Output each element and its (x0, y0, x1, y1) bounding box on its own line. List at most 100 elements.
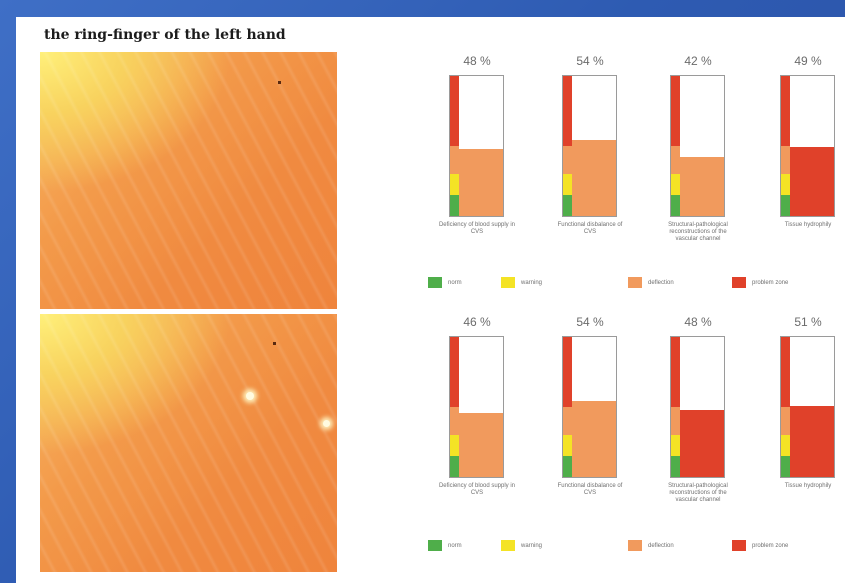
bar-scale-strip (671, 337, 680, 477)
scale-segment-problem (450, 76, 459, 146)
bar-frame (780, 336, 835, 478)
bar-fill (572, 401, 616, 477)
bar-value-label: 51 % (769, 315, 845, 329)
bar-fill (572, 140, 616, 216)
bar-scale-strip (450, 337, 459, 477)
scale-segment-problem (671, 337, 680, 407)
legend-swatch (732, 540, 746, 551)
legend-label: problem zone (752, 280, 788, 286)
bar-fill (790, 406, 834, 477)
bar-scale-strip (563, 337, 572, 477)
scale-segment-norm (450, 456, 459, 477)
bar-value-label: 48 % (659, 315, 737, 329)
bar-frame (449, 75, 504, 217)
bar-frame (449, 336, 504, 478)
scale-segment-norm (671, 195, 680, 216)
scale-segment-warning (781, 174, 790, 195)
slide: the ring-finger of the left hand 48 % Def… (16, 17, 845, 583)
bar-fill (459, 413, 503, 477)
scale-segment-deflection (450, 146, 459, 174)
scale-segment-problem (563, 76, 572, 146)
scale-segment-warning (450, 435, 459, 456)
scale-segment-norm (563, 195, 572, 216)
thermogram-mark (273, 342, 276, 345)
scale-segment-deflection (781, 407, 790, 435)
bar-fill (680, 410, 724, 477)
legend-label: warning (521, 280, 542, 286)
bar-fill (680, 157, 724, 216)
bar-frame (562, 336, 617, 478)
legend-item-problem: problem zone (732, 540, 788, 551)
legend-label: warning (521, 543, 542, 549)
chart-legend: norm warning deflection problem zone (16, 540, 845, 554)
scale-segment-norm (450, 195, 459, 216)
legend-swatch (628, 277, 642, 288)
bar-category-label: Tissue hydrophily (769, 222, 845, 229)
legend-swatch (628, 540, 642, 551)
bar-scale-strip (450, 76, 459, 216)
scale-segment-warning (450, 174, 459, 195)
scale-segment-problem (781, 76, 790, 146)
bar-frame (670, 336, 725, 478)
bar-scale-strip (671, 76, 680, 216)
legend-swatch (501, 540, 515, 551)
bar-category-label: Structural-pathological reconstructions … (659, 483, 737, 504)
bar-frame (670, 75, 725, 217)
scale-segment-problem (450, 337, 459, 407)
scale-segment-problem (563, 337, 572, 407)
scale-segment-warning (563, 435, 572, 456)
bar-category-label: Structural-pathological reconstructions … (659, 222, 737, 243)
scale-segment-problem (671, 76, 680, 146)
bar-scale-strip (563, 76, 572, 216)
legend-item-norm: norm (428, 540, 462, 551)
thermogram-hot-spot (246, 392, 254, 400)
legend-swatch (732, 277, 746, 288)
bar-fill (790, 147, 834, 216)
scale-segment-warning (671, 435, 680, 456)
scale-segment-deflection (781, 146, 790, 174)
legend-item-deflection: deflection (628, 540, 674, 551)
scale-segment-warning (671, 174, 680, 195)
bar-category-label: Tissue hydrophily (769, 483, 845, 490)
bar-value-label: 42 % (659, 54, 737, 68)
legend-label: deflection (648, 280, 674, 286)
scale-segment-deflection (563, 407, 572, 435)
bar-value-label: 49 % (769, 54, 845, 68)
thermogram-mark (278, 81, 281, 84)
bar-category-label: Deficiency of blood supply in CVS (438, 222, 516, 236)
bar-fill (459, 149, 503, 216)
scale-segment-deflection (563, 146, 572, 174)
legend-swatch (501, 277, 515, 288)
legend-label: norm (448, 543, 462, 549)
legend-swatch (428, 540, 442, 551)
scale-segment-deflection (671, 407, 680, 435)
legend-item-norm: norm (428, 277, 462, 288)
scale-segment-deflection (671, 146, 680, 174)
bar-category-label: Functional disbalance of CVS (551, 483, 629, 497)
thermogram-hot-spot (323, 420, 330, 427)
bar-category-label: Deficiency of blood supply in CVS (438, 483, 516, 497)
legend-item-warning: warning (501, 540, 542, 551)
bar-frame (780, 75, 835, 217)
scale-segment-problem (781, 337, 790, 407)
bar-scale-strip (781, 337, 790, 477)
legend-item-warning: warning (501, 277, 542, 288)
scale-segment-norm (781, 456, 790, 477)
charts-area: 48 % Deficiency of blood supply in CVS 54 … (16, 17, 845, 583)
bar-value-label: 54 % (551, 54, 629, 68)
legend-label: problem zone (752, 543, 788, 549)
scale-segment-warning (781, 435, 790, 456)
legend-item-deflection: deflection (628, 277, 674, 288)
bar-category-label: Functional disbalance of CVS (551, 222, 629, 236)
scale-segment-deflection (450, 407, 459, 435)
legend-swatch (428, 277, 442, 288)
legend-label: deflection (648, 543, 674, 549)
legend-label: norm (448, 280, 462, 286)
bar-value-label: 46 % (438, 315, 516, 329)
legend-item-problem: problem zone (732, 277, 788, 288)
bar-value-label: 54 % (551, 315, 629, 329)
bar-value-label: 48 % (438, 54, 516, 68)
bar-frame (562, 75, 617, 217)
scale-segment-norm (671, 456, 680, 477)
bar-scale-strip (781, 76, 790, 216)
